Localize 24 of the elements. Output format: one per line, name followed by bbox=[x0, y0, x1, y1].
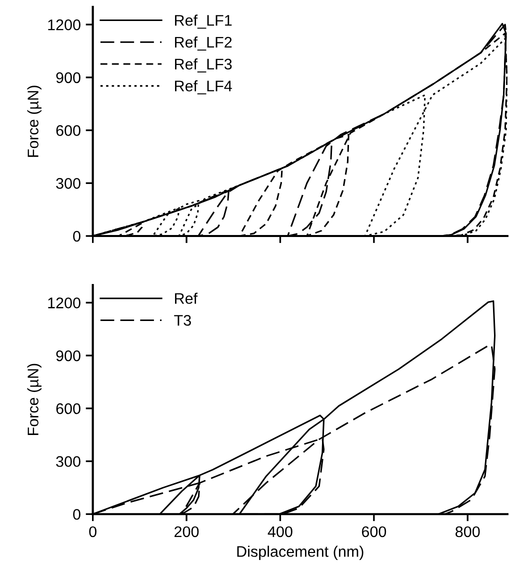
y-tick-label: 1200 bbox=[48, 19, 80, 30]
x-tick-label: 400 bbox=[268, 526, 292, 538]
x-tick-label: 200 bbox=[174, 526, 199, 538]
y-tick-label: 1200 bbox=[48, 298, 80, 308]
y-tick-label: 0 bbox=[73, 508, 80, 520]
legend-label: Ref_LF4 bbox=[175, 80, 232, 94]
x-axis-title: Displacement (nm) bbox=[237, 546, 364, 560]
y-axis-title: Force (µN) bbox=[27, 364, 42, 435]
y-tick-label: 600 bbox=[56, 403, 80, 414]
legend-label: Ref bbox=[175, 292, 198, 304]
x-tick-label: 0 bbox=[89, 526, 96, 538]
y-tick-label: 900 bbox=[56, 72, 80, 84]
y-tick-label: 0 bbox=[73, 230, 80, 242]
legend-label: Ref_LF2 bbox=[175, 36, 232, 51]
legend-label: Ref_LF3 bbox=[175, 58, 232, 72]
legend-label: T3 bbox=[174, 314, 191, 326]
legend-label: Ref_LF1 bbox=[175, 14, 232, 29]
x-tick-label: 800 bbox=[456, 526, 480, 538]
y-tick-label: 300 bbox=[56, 456, 80, 467]
y-axis-title: Force (µN) bbox=[27, 86, 42, 157]
y-tick-label: 600 bbox=[56, 125, 80, 136]
y-tick-label: 300 bbox=[56, 178, 80, 189]
y-tick-label: 900 bbox=[56, 350, 80, 362]
x-tick-label: 600 bbox=[362, 526, 386, 538]
